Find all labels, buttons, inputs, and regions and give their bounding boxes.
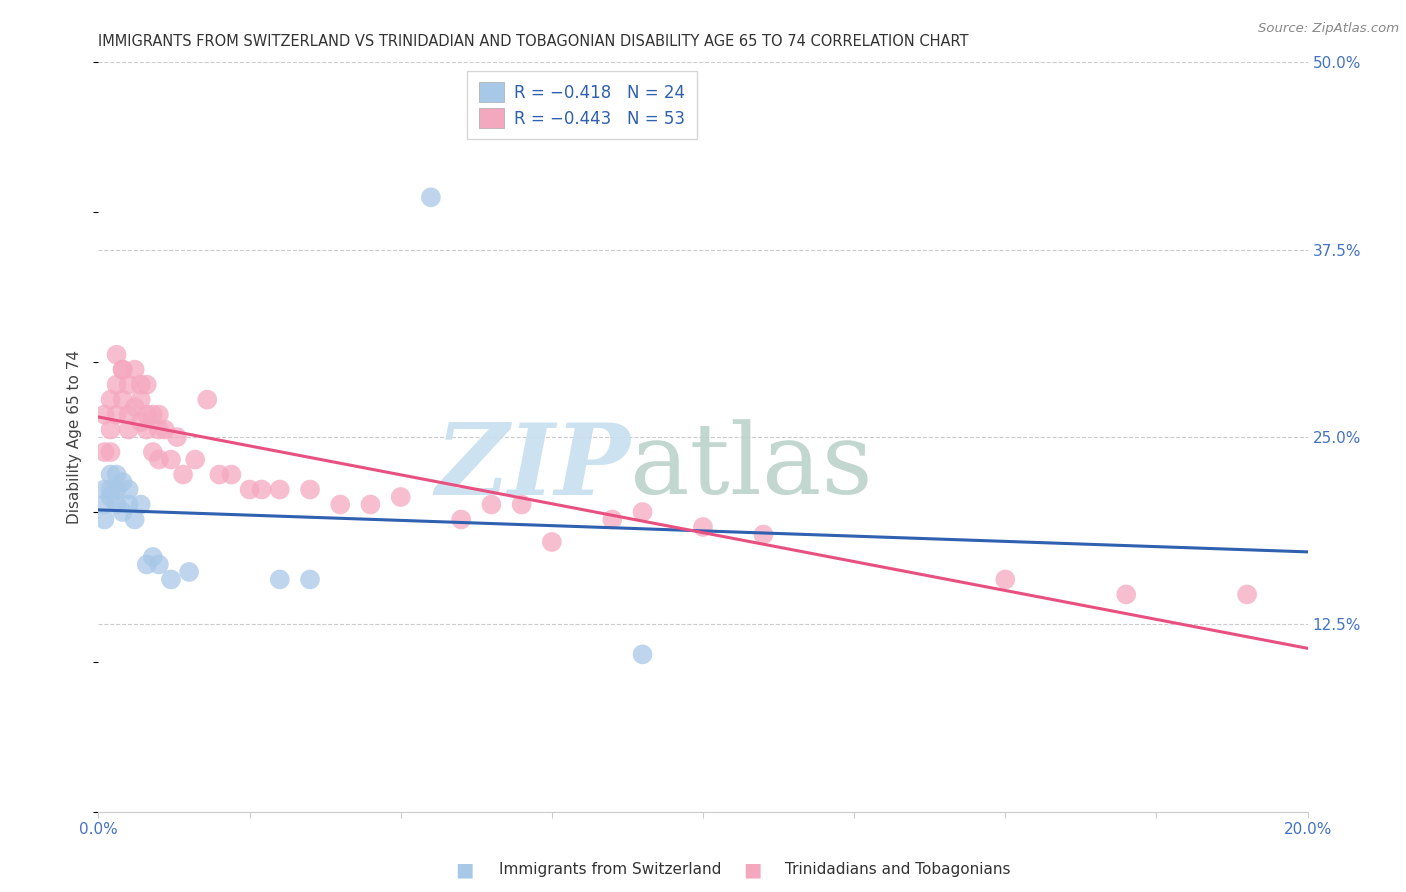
- Point: [105, 498, 128, 512]
- Point: [631, 648, 654, 662]
- Point: [299, 483, 322, 497]
- Point: [100, 483, 122, 497]
- Point: [118, 498, 141, 512]
- Point: [124, 400, 146, 414]
- Point: [93, 498, 115, 512]
- Point: [160, 452, 183, 467]
- Point: [105, 408, 128, 422]
- Point: [752, 527, 775, 541]
- Point: [111, 362, 134, 376]
- Point: [93, 445, 115, 459]
- Point: [148, 452, 170, 467]
- Point: [142, 549, 165, 564]
- Point: [93, 512, 115, 526]
- Point: [166, 430, 188, 444]
- Point: [142, 445, 165, 459]
- Point: [540, 535, 562, 549]
- Point: [135, 558, 157, 572]
- Point: [135, 408, 157, 422]
- Point: [692, 520, 714, 534]
- Point: [105, 467, 128, 482]
- Point: [135, 377, 157, 392]
- Point: [250, 483, 273, 497]
- Point: [994, 573, 1017, 587]
- Point: [420, 190, 443, 204]
- Point: [105, 377, 128, 392]
- Point: [1115, 587, 1137, 601]
- Point: [124, 362, 146, 376]
- Point: [105, 348, 128, 362]
- Point: [360, 498, 382, 512]
- Point: [450, 512, 472, 526]
- Point: [105, 483, 128, 497]
- Point: [299, 573, 322, 587]
- Point: [208, 467, 231, 482]
- Point: [118, 377, 141, 392]
- Point: [118, 423, 141, 437]
- Point: [118, 408, 141, 422]
- Point: [124, 512, 146, 526]
- Point: [135, 423, 157, 437]
- Point: [100, 467, 122, 482]
- Point: [111, 392, 134, 407]
- Text: IMMIGRANTS FROM SWITZERLAND VS TRINIDADIAN AND TOBAGONIAN DISABILITY AGE 65 TO 7: IMMIGRANTS FROM SWITZERLAND VS TRINIDADI…: [98, 34, 969, 49]
- Point: [100, 392, 122, 407]
- Point: [118, 483, 141, 497]
- Text: Trinidadians and Tobagonians: Trinidadians and Tobagonians: [785, 863, 1010, 877]
- Y-axis label: Disability Age 65 to 74: Disability Age 65 to 74: [67, 350, 83, 524]
- Point: [160, 573, 183, 587]
- Point: [100, 445, 122, 459]
- Point: [93, 408, 115, 422]
- Text: ■: ■: [454, 860, 474, 880]
- Legend: R = −0.418   N = 24, R = −0.443   N = 53: R = −0.418 N = 24, R = −0.443 N = 53: [467, 70, 697, 139]
- Point: [148, 423, 170, 437]
- Point: [100, 423, 122, 437]
- Point: [602, 512, 624, 526]
- Point: [631, 505, 654, 519]
- Point: [142, 408, 165, 422]
- Point: [153, 423, 176, 437]
- Text: Immigrants from Switzerland: Immigrants from Switzerland: [499, 863, 721, 877]
- Point: [129, 415, 152, 429]
- Point: [111, 362, 134, 376]
- Point: [269, 483, 291, 497]
- Point: [1236, 587, 1258, 601]
- Point: [129, 377, 152, 392]
- Point: [111, 505, 134, 519]
- Point: [93, 483, 115, 497]
- Point: [329, 498, 352, 512]
- Point: [148, 408, 170, 422]
- Point: [481, 498, 503, 512]
- Point: [389, 490, 412, 504]
- Text: atlas: atlas: [630, 419, 873, 515]
- Point: [269, 573, 291, 587]
- Point: [172, 467, 194, 482]
- Point: [221, 467, 243, 482]
- Point: [179, 565, 201, 579]
- Text: Source: ZipAtlas.com: Source: ZipAtlas.com: [1258, 22, 1399, 36]
- Point: [129, 392, 152, 407]
- Point: [111, 475, 134, 489]
- Point: [195, 392, 218, 407]
- Text: ZIP: ZIP: [436, 419, 630, 516]
- Point: [148, 558, 170, 572]
- Point: [239, 483, 262, 497]
- Text: ■: ■: [742, 860, 762, 880]
- Point: [100, 490, 122, 504]
- Point: [510, 498, 533, 512]
- Point: [129, 498, 152, 512]
- Point: [184, 452, 207, 467]
